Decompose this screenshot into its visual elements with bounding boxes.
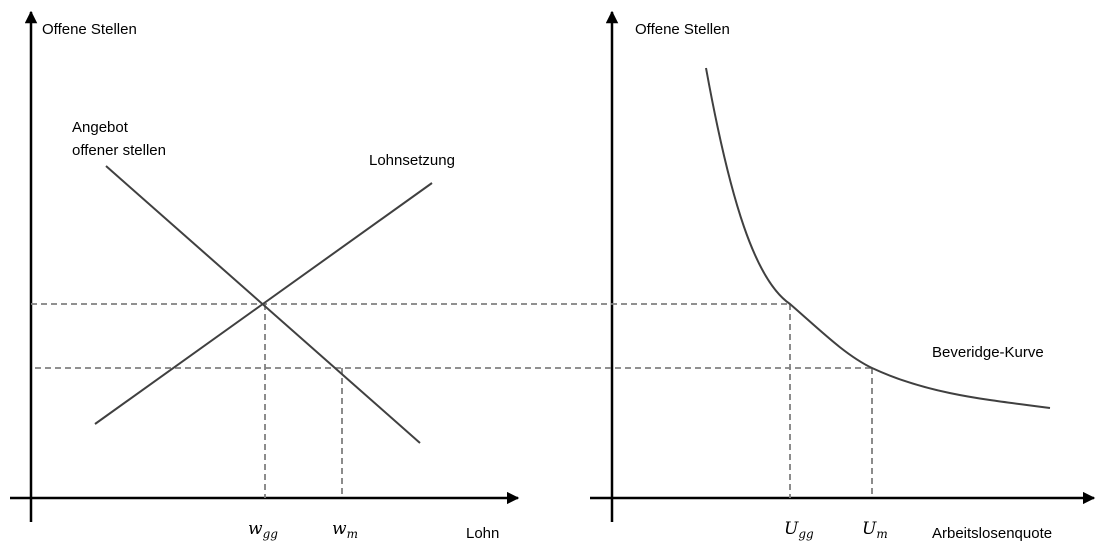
axis-label: Offene Stellen <box>635 21 730 38</box>
axis-label: Arbeitslosenquote <box>932 525 1052 542</box>
wage-setting-line <box>94 182 433 425</box>
curve-label: Angebot <box>72 119 129 136</box>
tick-label: Ugg <box>784 519 814 541</box>
axis-label: Lohn <box>466 525 499 542</box>
tick-label: wm <box>332 519 358 541</box>
curve-label: Lohnsetzung <box>369 152 455 169</box>
curve-label: offener stellen <box>72 142 166 159</box>
tick-label: Um <box>862 519 888 541</box>
beveridge-curve <box>705 67 1051 409</box>
curve-label: Beveridge-Kurve <box>932 344 1044 361</box>
tick-label: wgg <box>248 519 278 541</box>
axis-label: Offene Stellen <box>42 21 137 38</box>
